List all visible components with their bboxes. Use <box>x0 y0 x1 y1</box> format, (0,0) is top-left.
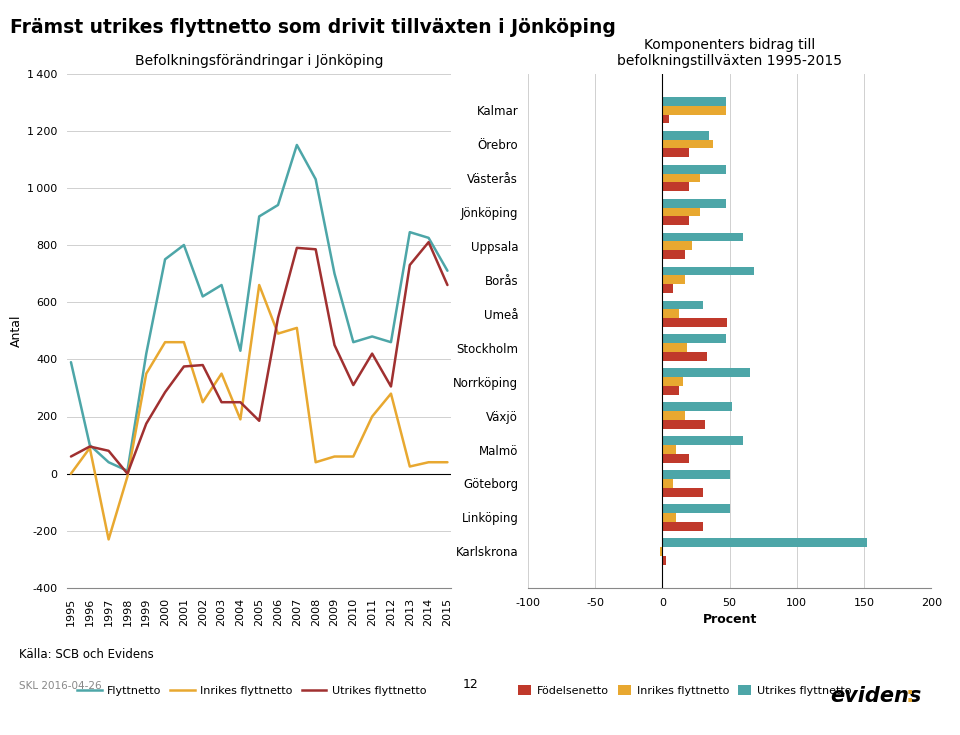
Title: Befolkningsförändringar i Jönköping: Befolkningsförändringar i Jönköping <box>135 54 383 68</box>
Legend: Födelsenetto, Inrikes flyttnetto, Utrikes flyttnetto: Födelsenetto, Inrikes flyttnetto, Utrike… <box>514 681 855 700</box>
Legend: Flyttnetto, Inrikes flyttnetto, Utrikes flyttnetto: Flyttnetto, Inrikes flyttnetto, Utrikes … <box>73 681 431 700</box>
Bar <box>662 251 685 259</box>
Bar <box>662 386 679 395</box>
Text: 12: 12 <box>463 678 478 691</box>
Bar <box>662 488 703 497</box>
Bar <box>662 115 669 123</box>
Bar <box>662 522 703 531</box>
Text: :: : <box>905 686 914 706</box>
Bar <box>662 368 750 377</box>
Bar <box>662 267 754 276</box>
Text: Källa: SCB och Evidens: Källa: SCB och Evidens <box>19 648 154 662</box>
Bar <box>662 479 673 488</box>
Bar <box>662 420 706 429</box>
Text: Främst utrikes flyttnetto som drivit tillväxten i Jönköping: Främst utrikes flyttnetto som drivit til… <box>10 18 615 37</box>
Bar <box>662 411 685 420</box>
Bar <box>662 284 673 293</box>
X-axis label: Procent: Procent <box>703 613 756 626</box>
Bar <box>660 547 662 556</box>
Text: evidens: evidens <box>830 686 922 706</box>
Bar <box>662 445 676 454</box>
Bar <box>662 276 685 284</box>
Bar <box>662 513 676 522</box>
Bar <box>662 402 732 411</box>
Bar <box>662 182 689 191</box>
Bar <box>662 173 700 182</box>
Bar <box>662 97 726 106</box>
Bar <box>662 198 726 207</box>
Bar <box>662 309 679 318</box>
Bar <box>662 377 683 386</box>
Bar <box>662 318 727 327</box>
Bar <box>662 242 692 251</box>
Bar <box>662 106 726 115</box>
Bar <box>662 301 703 309</box>
Bar <box>662 148 689 157</box>
Bar <box>662 437 743 445</box>
Y-axis label: Antal: Antal <box>10 315 23 347</box>
Bar <box>662 454 689 463</box>
Bar <box>662 343 686 352</box>
Bar <box>662 352 707 361</box>
Bar <box>662 470 730 479</box>
Bar <box>662 140 713 148</box>
Bar <box>662 538 867 547</box>
Bar <box>662 233 743 242</box>
Bar <box>662 504 730 513</box>
Text: SKL 2016-04-26: SKL 2016-04-26 <box>19 681 102 691</box>
Title: Komponenters bidrag till
befolkningstillväxten 1995-2015: Komponenters bidrag till befolkningstill… <box>617 38 842 68</box>
Bar <box>662 131 709 140</box>
Bar <box>662 216 689 225</box>
Bar <box>662 165 726 173</box>
Bar <box>662 207 700 216</box>
Bar <box>662 556 666 564</box>
Bar <box>662 334 726 343</box>
